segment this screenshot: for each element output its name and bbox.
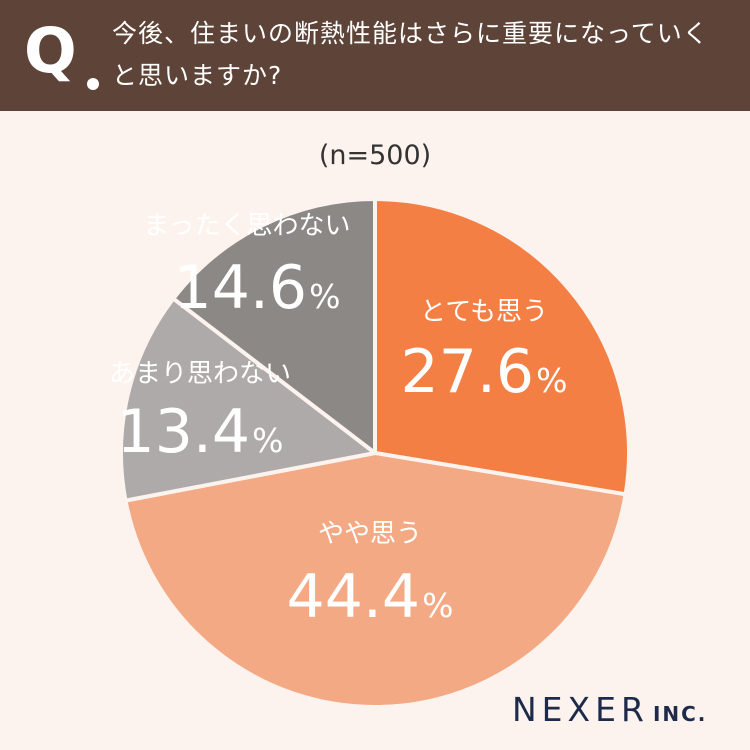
q-dot: [87, 78, 99, 90]
slice-value: 13.4%: [117, 397, 284, 467]
sample-size: (n=500): [318, 140, 432, 171]
pie-slice: [123, 451, 628, 709]
pie-slice: [119, 296, 377, 503]
nexer-logo: NEXER INC.: [512, 690, 707, 729]
slice-label: あまり思わない: [109, 359, 291, 389]
slice-label: とても思う: [420, 297, 548, 327]
pie-slice: [171, 197, 377, 455]
pie-slice: [373, 197, 631, 497]
question-text: 今後、住まいの断熱性能はさらに重要になっていくと思いますか?: [112, 19, 709, 90]
logo-main: NEXER: [512, 690, 649, 729]
question-header: Q 今後、住まいの断熱性能はさらに重要になっていくと思いますか?: [0, 0, 750, 111]
slice-value: 27.6%: [401, 337, 568, 407]
q-mark: Q: [24, 14, 77, 87]
slice-value: 44.4%: [287, 562, 454, 632]
logo-sub: INC.: [652, 702, 708, 726]
slice-value: 14.6%: [174, 253, 341, 323]
slice-label: やや思う: [318, 519, 422, 549]
slice-label: まったく思わない: [144, 211, 351, 241]
